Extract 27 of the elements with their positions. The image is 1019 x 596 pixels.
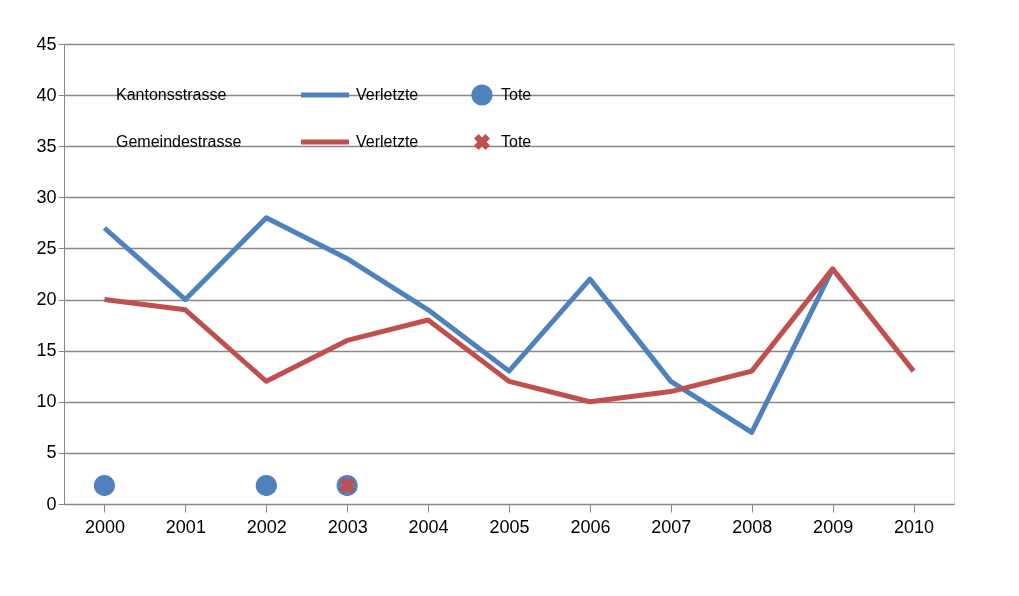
x-tick-label: 2007: [651, 516, 692, 537]
y-tick-label: 15: [36, 340, 57, 361]
x-tick-label: 2004: [408, 516, 449, 537]
y-tick-label: 10: [36, 391, 57, 412]
legend-label: Verletzte: [356, 86, 419, 103]
annotation: Kantonsstrasse: [116, 86, 227, 103]
x-tick-label: 2008: [732, 516, 773, 537]
x-tick-label: 2009: [813, 516, 854, 537]
y-tick-label: 25: [36, 237, 57, 258]
legend-label: Tote: [501, 86, 532, 103]
x-tick-label: 2001: [165, 516, 206, 537]
y-tick-label: 0: [46, 493, 57, 514]
x-tick-label: 2003: [327, 516, 368, 537]
annotation: Gemeindestrasse: [116, 133, 242, 150]
y-tick-label: 40: [36, 84, 57, 105]
legend-label: Tote: [501, 133, 532, 150]
y-tick-label: 35: [36, 135, 57, 156]
y-tick-label: 45: [36, 33, 57, 54]
x-tick-label: 2010: [894, 516, 935, 537]
x-tick-label: 2000: [84, 516, 125, 537]
y-tick-label: 5: [46, 442, 57, 463]
x-tick-label: 2006: [570, 516, 611, 537]
y-tick-label: 20: [36, 289, 57, 310]
y-tick-label: 30: [36, 186, 57, 207]
x-tick-label: 2002: [246, 516, 287, 537]
legend-label: Verletzte: [356, 133, 419, 150]
x-tick-label: 2005: [489, 516, 530, 537]
